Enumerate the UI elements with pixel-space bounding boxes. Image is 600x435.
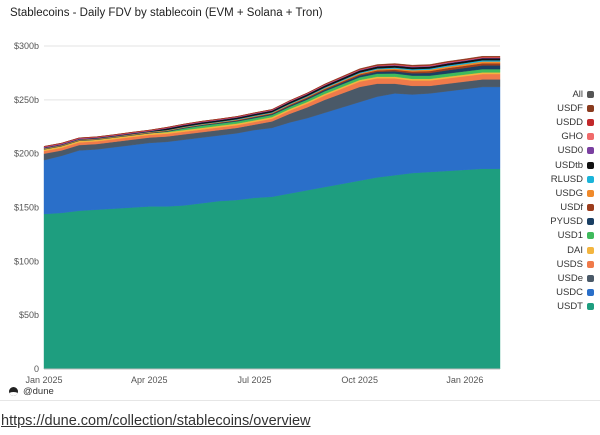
legend-label: USDG [555,187,583,199]
x-tick-label: Apr 2025 [131,375,168,385]
legend-swatch [587,275,594,283]
legend-label: DAI [567,244,583,256]
x-tick-label: Oct 2025 [341,375,378,385]
legend-item-usdc[interactable]: USDC [534,286,594,300]
legend-item-usdd[interactable]: USDD [534,115,594,129]
legend-item-usde[interactable]: USDe [534,271,594,285]
legend-item-usdf[interactable]: USDf [534,201,594,215]
legend-item-usds[interactable]: USDS [534,257,594,271]
legend-swatch [587,90,594,98]
legend-item-gho[interactable]: GHO [534,130,594,144]
y-tick-label: $200b [14,149,39,159]
legend-label: USD0 [557,145,583,157]
legend-swatch [587,260,594,268]
y-tick-label: $150b [14,203,39,213]
legend-item-usdtb[interactable]: USDtb [534,158,594,172]
legend-swatch [587,161,594,169]
legend-swatch [587,147,594,155]
legend-label: GHO [561,131,583,143]
legend-swatch [587,175,594,183]
legend-label: RLUSD [550,173,583,185]
source-link[interactable]: https://dune.com/collection/stablecoins/… [1,413,311,429]
legend-item-usdg[interactable]: USDG [534,186,594,200]
x-tick-label: Jan 2025 [25,375,62,385]
brand-label: @dune [23,386,54,397]
legend-swatch [587,303,594,311]
legend-label: USDC [556,287,583,299]
legend-swatch [587,204,594,212]
legend-label: All [572,88,583,100]
chart-card: Stablecoins - Daily FDV by stablecoin (E… [0,7,600,401]
area-usdf[interactable] [43,56,501,147]
legend-label: USDF [557,102,583,114]
legend-swatch [587,104,594,112]
legend-label: USD1 [557,230,583,242]
legend-swatch [587,118,594,126]
legend-item-pyusd[interactable]: PYUSD [534,215,594,229]
legend-swatch [587,232,594,240]
legend-item-all[interactable]: All [534,87,594,101]
x-tick-label: Jul 2025 [237,375,271,385]
x-tick-label: Jan 2026 [446,375,483,385]
legend-item-usd1[interactable]: USD1 [534,229,594,243]
legend-label: PYUSD [550,216,583,228]
legend-swatch [587,246,594,254]
y-tick-label: $300b [14,41,39,51]
footer-brand[interactable]: @dune [9,386,54,397]
chart-title: Stablecoins - Daily FDV by stablecoin (E… [10,7,323,19]
legend-label: USDf [560,202,583,214]
legend-item-rlusd[interactable]: RLUSD [534,172,594,186]
legend-label: USDS [556,258,583,270]
legend: All USDF USDD GHO USD0 USDtb RLUSD USDG USDf PYUS… [534,87,594,314]
legend-swatch [587,289,594,297]
legend-item-usdt[interactable]: USDT [534,300,594,314]
legend-item-usdf[interactable]: USDF [534,101,594,115]
legend-label: USDD [556,116,583,128]
dune-logo-icon [9,387,18,396]
legend-swatch [587,133,594,141]
legend-label: USDT [557,301,583,313]
y-tick-label: $100b [14,256,39,266]
legend-item-usd0[interactable]: USD0 [534,144,594,158]
legend-swatch [587,189,594,197]
area-chart: 0 $50b $100b $150b $200b $250b $300b Jan 2025 Ap… [14,41,501,385]
legend-label: USDe [557,273,583,285]
y-tick-label: 0 [34,364,39,374]
y-tick-label: $50b [19,310,39,320]
legend-item-dai[interactable]: DAI [534,243,594,257]
legend-swatch [587,218,594,226]
legend-label: USDtb [555,159,583,171]
y-tick-label: $250b [14,95,39,105]
